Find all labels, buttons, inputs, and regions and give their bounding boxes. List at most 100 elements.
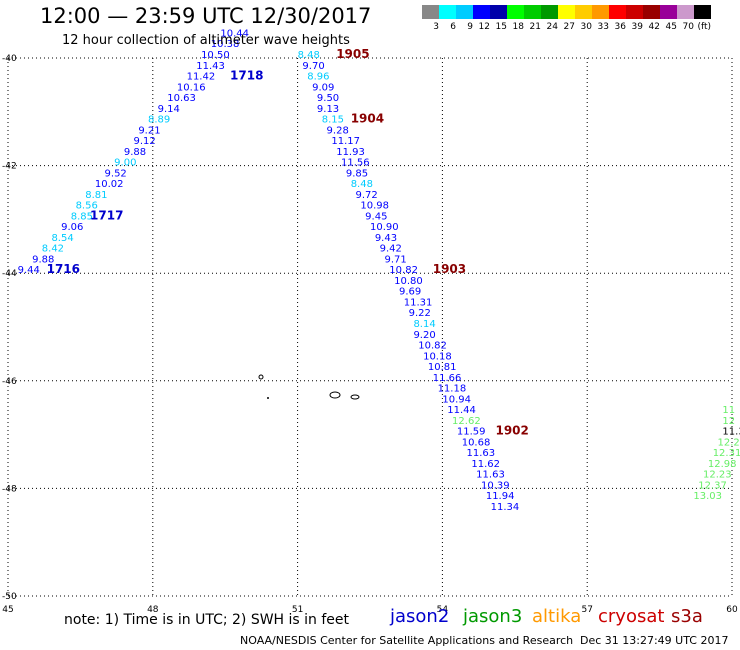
colorbar-swatch xyxy=(643,5,660,19)
colorbar-label: 18 xyxy=(512,22,524,32)
swh-data-point: 10.80 xyxy=(394,276,423,287)
swh-data-point: 12.62 xyxy=(452,416,481,427)
swh-data-point: 12.23 xyxy=(703,470,732,481)
colorbar-swatch xyxy=(660,5,677,19)
swh-data-point: 12.37 xyxy=(698,480,727,491)
swh-data-point: 9.21 xyxy=(138,125,160,136)
island-outline xyxy=(258,374,264,380)
y-tick-label: -40 xyxy=(2,54,17,64)
colorbar-label: 36 xyxy=(614,22,626,32)
swh-data-point: 8.96 xyxy=(307,72,329,83)
x-tick-label: 48 xyxy=(147,605,159,615)
pass-time-label: 1903 xyxy=(433,262,466,276)
colorbar-swatch xyxy=(456,5,473,19)
page-title: 12:00 — 23:59 UTC 12/30/2017 xyxy=(40,4,372,28)
pass-time-label: 1717 xyxy=(90,208,123,222)
swh-data-point: 10.38 xyxy=(211,39,240,50)
swh-data-point: 10.44 xyxy=(220,28,249,39)
colorbar-swatch xyxy=(609,5,626,19)
swh-data-point: 10.63 xyxy=(167,93,196,104)
colorbar-label: 70 xyxy=(682,22,694,32)
swh-data-point: 11.42 xyxy=(187,72,216,83)
swh-data-point: 9.12 xyxy=(133,136,155,147)
x-tick-label: 60 xyxy=(726,605,738,615)
swh-data-point: 9.09 xyxy=(312,82,334,93)
swh-data-point: 9.85 xyxy=(346,168,368,179)
colorbar-swatch xyxy=(439,5,456,19)
swh-data-point: 13.03 xyxy=(693,491,722,502)
x-tick-label: 51 xyxy=(292,605,303,615)
pass-time-label: 1904 xyxy=(351,112,384,126)
swh-data-point: 8.14 xyxy=(413,319,435,330)
swh-data-point: 11.56 xyxy=(341,158,370,169)
swh-data-point: 8.42 xyxy=(42,244,64,255)
swh-data-point: 8.56 xyxy=(76,201,98,212)
y-tick-label: -46 xyxy=(2,377,17,387)
swh-data-point: 10.39 xyxy=(481,480,510,491)
credit-line: NOAA/NESDIS Center for Satellite Applica… xyxy=(240,634,574,647)
swh-data-point: 9.22 xyxy=(409,308,431,319)
swh-data-point: 8.89 xyxy=(148,115,170,126)
swh-data-point: 12.31 xyxy=(713,448,740,459)
swh-data-point: 10.82 xyxy=(389,265,418,276)
swh-data-point: 8.48 xyxy=(351,179,373,190)
colorbar-swatch xyxy=(558,5,575,19)
colorbar-label: 21 xyxy=(529,22,541,32)
island-outline xyxy=(350,394,360,400)
swh-data-point: 9.88 xyxy=(32,254,54,265)
legend-jason2: jason2 xyxy=(390,606,450,627)
colorbar-swatch xyxy=(677,5,694,19)
colorbar-swatch xyxy=(524,5,541,19)
swh-data-point: 9.00 xyxy=(114,158,136,169)
swh-data-point: 11.34 xyxy=(491,502,520,513)
legend-cryosat: cryosat xyxy=(598,606,665,627)
swh-data-point: 9.45 xyxy=(365,211,387,222)
swh-data-point: 9.72 xyxy=(356,190,378,201)
swh-data-point: 10.94 xyxy=(442,394,471,405)
y-tick-label: -42 xyxy=(2,162,17,172)
swh-data-point: 10.90 xyxy=(370,222,399,233)
timestamp: Dec 31 13:27:49 UTC 2017 xyxy=(580,634,729,647)
swh-data-point: 11.59 xyxy=(457,427,486,438)
swh-data-point: 12.98 xyxy=(708,459,737,470)
x-tick-label: 45 xyxy=(2,605,13,615)
colorbar-label: 15 xyxy=(495,22,507,32)
legend-jason3: jason3 xyxy=(463,606,523,627)
swh-data-point: 11.63 xyxy=(476,470,505,481)
y-tick-label: -48 xyxy=(2,484,17,494)
colorbar-swatch xyxy=(490,5,507,19)
colorbar-swatch xyxy=(541,5,558,19)
colorbar-label: 42 xyxy=(648,22,660,32)
pass-time-label: 1716 xyxy=(47,262,80,276)
swh-data-point: 8.48 xyxy=(298,50,320,61)
swh-data-point: 9.14 xyxy=(158,104,180,115)
swh-data-point: 9.71 xyxy=(384,254,406,265)
pass-time-label: 1718 xyxy=(230,69,263,83)
colorbar-labels: 3 6 9 12 15 18 21 24 27 30 33 36 39 42 45 70 (ft) xyxy=(422,22,711,32)
pass-time-label: 1905 xyxy=(336,47,369,61)
colorbar-swatch xyxy=(473,5,490,19)
swh-data-point: 11.3 xyxy=(722,427,740,438)
swh-data-point: 8.85 xyxy=(71,211,93,222)
legend-altika: altika xyxy=(532,606,582,627)
colorbar-label: 45 xyxy=(665,22,677,32)
swh-data-point: 11.63 xyxy=(467,448,496,459)
swh-data-point: 9.13 xyxy=(317,104,339,115)
swh-data-point: 11 xyxy=(722,405,735,416)
y-tick-label: -44 xyxy=(2,269,17,279)
swh-data-point: 9.28 xyxy=(327,125,349,136)
swh-data-point: 9.06 xyxy=(61,222,83,233)
swh-data-point: 11.17 xyxy=(331,136,360,147)
swh-data-point: 11.43 xyxy=(196,61,225,72)
swh-data-point: 10.68 xyxy=(462,437,491,448)
swh-data-point: 10.02 xyxy=(95,179,124,190)
colorbar-swatch xyxy=(694,5,711,19)
swh-data-point: 9.42 xyxy=(380,244,402,255)
swh-data-point: 8.15 xyxy=(322,115,344,126)
swh-data-point: 8.81 xyxy=(85,190,107,201)
colorbar-swatch xyxy=(575,5,592,19)
colorbar-label: 12 xyxy=(478,22,490,32)
swh-data-point: 10.50 xyxy=(201,50,230,61)
colorbar-label: 27 xyxy=(563,22,575,32)
swh-data-point: 8.54 xyxy=(51,233,73,244)
